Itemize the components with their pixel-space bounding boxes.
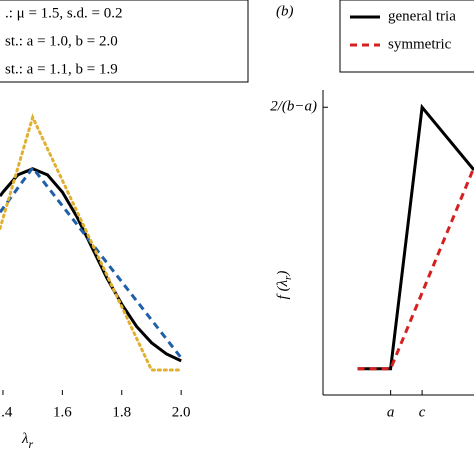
legend-label: .: μ = 1.5, s.d. = 0.2 <box>5 5 122 21</box>
y-tick-label: 2/(b−a) <box>270 99 317 115</box>
x-tick-label: 1.6 <box>53 404 72 420</box>
series-line <box>0 113 183 372</box>
panel-label: (b) <box>276 3 294 19</box>
legend-label: general tria <box>388 8 456 24</box>
x-tick-label: c <box>419 404 426 420</box>
legend-box <box>339 0 474 73</box>
series-line <box>0 167 182 363</box>
x-tick-label: 1.4 <box>0 404 13 420</box>
legend-box <box>0 0 249 83</box>
legend-label: symmetric <box>388 36 452 52</box>
series-line <box>0 165 183 359</box>
series-line <box>357 166 474 371</box>
x-axis-label: λr <box>21 431 34 450</box>
x-tick-label: 1.8 <box>112 404 131 420</box>
x-tick-label: 2.0 <box>172 404 191 420</box>
x-tick-label: a <box>387 404 395 420</box>
series-line <box>357 103 474 371</box>
y-axis-label: f (λr) <box>275 271 293 300</box>
legend-label: st.: a = 1.0, b = 2.0 <box>5 33 118 49</box>
legend-label: st.: a = 1.1, b = 1.9 <box>5 61 118 77</box>
